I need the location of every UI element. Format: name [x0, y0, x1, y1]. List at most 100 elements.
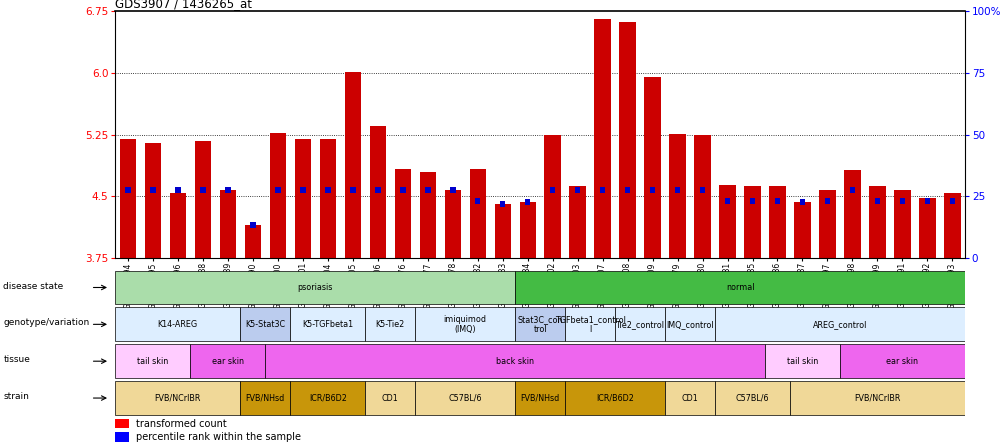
Text: K14-AREG: K14-AREG [157, 320, 197, 329]
Bar [743, 186, 760, 258]
Text: K5-TGFbeta1: K5-TGFbeta1 [302, 320, 353, 329]
Bar [819, 190, 835, 258]
Bar [244, 225, 261, 258]
Bar [799, 199, 805, 205]
Text: FVB/NCrIBR: FVB/NCrIBR [854, 393, 900, 403]
Bar [115, 419, 128, 428]
Bar [664, 307, 714, 341]
Bar [564, 381, 664, 415]
Text: CD1: CD1 [382, 393, 398, 403]
Text: percentile rank within the sample: percentile rank within the sample [136, 432, 301, 442]
Bar [150, 187, 155, 193]
Bar [649, 187, 654, 193]
Bar [569, 186, 585, 258]
Bar [400, 187, 405, 193]
Bar [115, 381, 240, 415]
Bar [774, 198, 780, 204]
Bar [365, 381, 415, 415]
Bar [943, 193, 960, 258]
Bar [515, 307, 564, 341]
Bar [674, 187, 679, 193]
Text: disease state: disease state [3, 281, 63, 290]
Bar [899, 198, 905, 204]
Bar [425, 187, 430, 193]
Bar [549, 187, 555, 193]
Bar [144, 143, 160, 258]
Bar [119, 139, 136, 258]
Bar [644, 77, 660, 258]
Bar [874, 198, 880, 204]
Text: psoriasis: psoriasis [298, 283, 333, 292]
Bar [449, 187, 455, 193]
Bar [499, 201, 505, 206]
Bar [519, 202, 535, 258]
Bar [949, 198, 954, 204]
Bar [115, 432, 128, 442]
Text: transformed count: transformed count [136, 419, 226, 429]
Bar [415, 307, 515, 341]
Text: strain: strain [3, 392, 29, 401]
Bar [824, 198, 830, 204]
Bar [290, 381, 365, 415]
Bar [419, 171, 435, 258]
Text: FVB/NHsd: FVB/NHsd [245, 393, 285, 403]
Bar [790, 381, 964, 415]
Bar [769, 186, 785, 258]
Text: AREG_control: AREG_control [812, 320, 867, 329]
Bar [115, 307, 240, 341]
Bar [515, 381, 564, 415]
Text: FVB/NHsd: FVB/NHsd [520, 393, 559, 403]
Bar [619, 22, 635, 258]
Bar [290, 307, 365, 341]
Bar [415, 381, 515, 415]
Bar [544, 135, 560, 258]
Text: C57BL/6: C57BL/6 [448, 393, 481, 403]
Bar [174, 187, 180, 193]
Bar [839, 344, 964, 378]
Bar [599, 187, 605, 193]
Bar [724, 198, 729, 204]
Bar [564, 307, 614, 341]
Text: genotype/variation: genotype/variation [3, 318, 89, 327]
Bar [869, 186, 885, 258]
Bar [369, 126, 386, 258]
Text: K5-Stat3C: K5-Stat3C [244, 320, 285, 329]
Bar [494, 204, 510, 258]
Text: imiquimod
(IMQ): imiquimod (IMQ) [443, 315, 486, 334]
Text: Tie2_control: Tie2_control [615, 320, 664, 329]
Bar [194, 141, 210, 258]
Bar [765, 344, 839, 378]
Bar [718, 185, 734, 258]
Bar [295, 139, 311, 258]
Bar [699, 187, 704, 193]
Bar [125, 187, 130, 193]
Bar [574, 187, 580, 193]
Text: tail skin: tail skin [137, 357, 168, 366]
Text: CD1: CD1 [681, 393, 697, 403]
Bar [849, 187, 855, 193]
Text: FVB/NCrIBR: FVB/NCrIBR [154, 393, 200, 403]
Text: GDS3907 / 1436265_at: GDS3907 / 1436265_at [115, 0, 253, 10]
Text: tail skin: tail skin [786, 357, 818, 366]
Bar [594, 20, 610, 258]
Bar [265, 344, 765, 378]
Bar [664, 381, 714, 415]
Bar [190, 344, 265, 378]
Text: C57BL/6: C57BL/6 [735, 393, 769, 403]
Bar [693, 135, 710, 258]
Bar [300, 187, 306, 193]
Text: normal: normal [725, 283, 754, 292]
Bar [919, 198, 935, 258]
Bar [115, 270, 515, 305]
Bar [249, 222, 256, 228]
Bar [794, 202, 810, 258]
Text: ear skin: ear skin [886, 357, 918, 366]
Bar [444, 190, 460, 258]
Bar [924, 198, 929, 204]
Text: ICR/B6D2: ICR/B6D2 [309, 393, 347, 403]
Bar [365, 307, 415, 341]
Bar [614, 307, 664, 341]
Bar [844, 170, 860, 258]
Bar [894, 190, 910, 258]
Bar [169, 193, 185, 258]
